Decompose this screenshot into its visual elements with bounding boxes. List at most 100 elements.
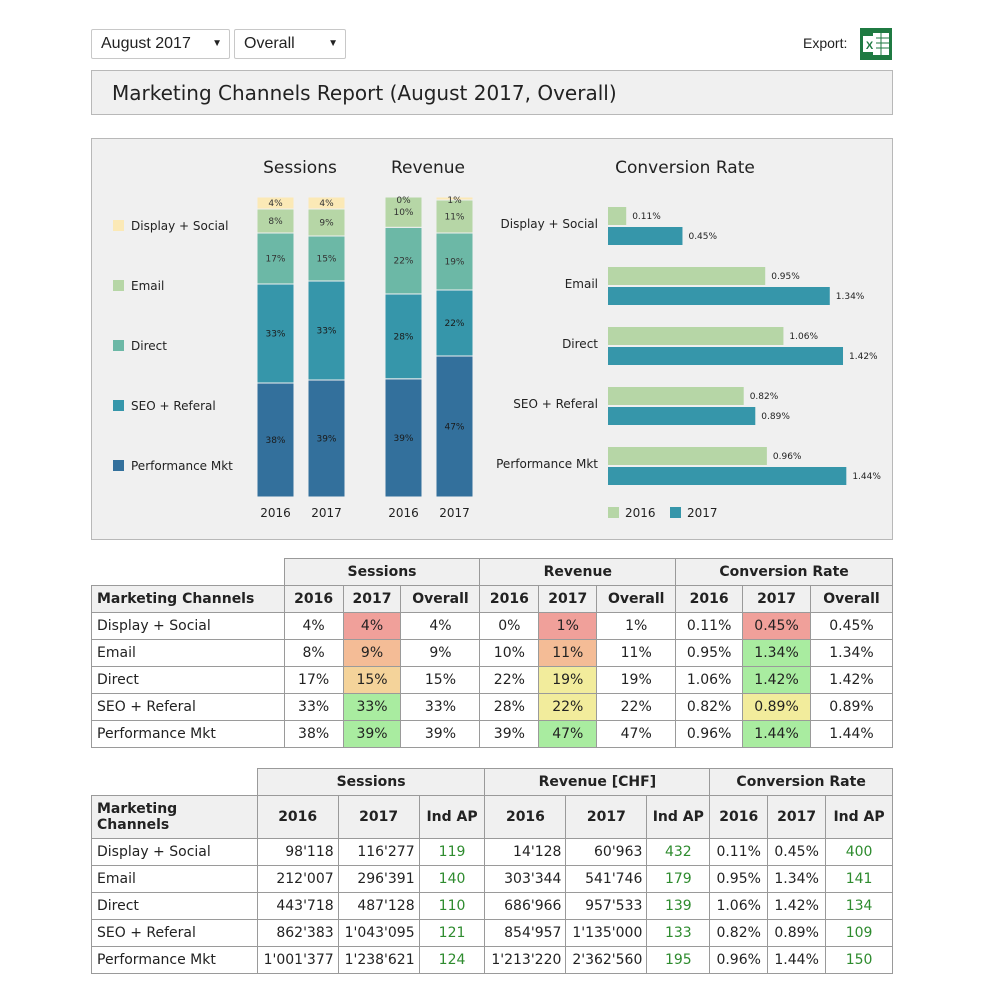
revenue-bar-segment (435, 355, 474, 498)
table-cell: Direct (91, 892, 258, 920)
column-header: 2017 (538, 585, 598, 613)
excel-export-icon[interactable]: X (860, 28, 892, 60)
table-cell: 0.89% (810, 693, 893, 721)
group-header-row: Sessions Revenue Conversion Rate (92, 558, 893, 586)
column-header: 2017 (742, 585, 811, 613)
column-header: 2016 (484, 795, 567, 839)
sessions-bar-segment (256, 382, 295, 498)
column-header: 2016 (283, 585, 344, 613)
report-header: Marketing Channels Report (August 2017, … (91, 70, 893, 115)
table-cell: 1% (538, 612, 598, 640)
table-cell: 1.42% (767, 892, 827, 920)
table-cell: Performance Mkt (91, 720, 285, 748)
table-cell: 0.89% (742, 693, 811, 721)
table-cell: 47% (538, 720, 598, 748)
legend-swatch (113, 340, 124, 351)
chart-panel: Display + Social Email Direct SEO + Referal… (91, 138, 893, 540)
sessions-data-label: 8% (268, 217, 283, 227)
legend-swatch (113, 220, 124, 231)
revenue-data-label: 0% (396, 196, 411, 206)
table-cell: 9% (400, 639, 481, 667)
table-cell: 4% (400, 612, 481, 640)
sessions-bar-segment (256, 283, 295, 384)
table-cell: 0.95% (709, 865, 769, 893)
absolute-table: Sessions Revenue [CHF] Conversion Rate Mark… (91, 768, 893, 974)
sessions-bar-segment (307, 196, 346, 210)
column-header: Overall (400, 585, 481, 613)
chevron-down-icon: ▼ (212, 38, 222, 49)
conversion-data-label: 0.45% (688, 232, 717, 242)
table-cell: 110 (418, 892, 486, 920)
column-header: Marketing Channels (91, 585, 285, 613)
column-header: Ind AP (418, 795, 486, 839)
table-cell: 0.89% (767, 919, 827, 947)
group-header: Sessions (256, 768, 486, 796)
revenue-bar-segment (384, 196, 423, 228)
conversion-category-label: Direct (562, 337, 598, 351)
table-cell: 33% (400, 693, 481, 721)
revenue-x-tick: 2016 (388, 506, 419, 520)
table-cell: 150 (825, 946, 893, 974)
table-cell: 15% (400, 666, 481, 694)
group-header: Revenue [CHF] (484, 768, 711, 796)
conversion-legend-label: 2017 (687, 506, 718, 520)
legend-swatch (113, 460, 124, 471)
column-header: 2016 (256, 795, 339, 839)
sessions-data-label: 33% (265, 330, 285, 340)
table-cell: 1.42% (742, 666, 811, 694)
table-cell: 140 (418, 865, 486, 893)
revenue-data-label: 22% (444, 319, 464, 329)
table-cell: 487'128 (337, 892, 420, 920)
conversion-bar (608, 387, 744, 405)
revenue-x-tick: 2017 (439, 506, 470, 520)
sessions-x-tick: 2016 (260, 506, 291, 520)
table-cell: 0.45% (742, 612, 811, 640)
table-cell: 121 (418, 919, 486, 947)
table-cell: 28% (479, 693, 540, 721)
blank-cell (92, 769, 258, 796)
export-label: Export: (803, 35, 848, 51)
legend-swatch (113, 400, 124, 411)
table-cell: 17% (283, 666, 344, 694)
table-cell: 22% (596, 693, 677, 721)
group-header: Conversion Rate (675, 558, 893, 586)
conversion-bar (608, 287, 830, 305)
table-cell: 1.06% (709, 892, 769, 920)
legend-label: SEO + Referal (131, 399, 216, 413)
conversion-data-label: 0.89% (761, 412, 790, 422)
table-cell: 33% (283, 693, 344, 721)
table-cell: 0.82% (675, 693, 744, 721)
table-cell: 11% (596, 639, 677, 667)
table-cell: 1'043'095 (337, 919, 420, 947)
table-cell: 1.44% (742, 720, 811, 748)
column-header: 2016 (675, 585, 744, 613)
revenue-bar-segment (435, 199, 474, 234)
conversion-data-label: 0.11% (632, 212, 661, 222)
chevron-down-icon: ▼ (328, 38, 338, 49)
month-select[interactable]: August 2017 ▼ (91, 29, 230, 59)
conversion-bar (608, 467, 847, 485)
revenue-data-label: 28% (393, 332, 413, 342)
column-header: 2016 (479, 585, 540, 613)
table-cell: 39% (400, 720, 481, 748)
column-header: Ind AP (825, 795, 893, 839)
conversion-bar (608, 267, 766, 285)
conversion-legend-swatch (608, 507, 619, 518)
conversion-bar (608, 347, 844, 365)
table-cell: 0.45% (810, 612, 893, 640)
table-cell: 0.95% (675, 639, 744, 667)
revenue-data-label: 39% (393, 434, 413, 444)
table-cell: 33% (342, 693, 402, 721)
table-cell: 541'746 (565, 865, 648, 893)
table-cell: 862'383 (256, 919, 339, 947)
table-cell: 47% (596, 720, 677, 748)
column-header-row: Marketing Channels 2016 2017 Ind AP 2016 2017 I… (91, 795, 893, 839)
sessions-data-label: 39% (316, 435, 336, 445)
conversion-bar (608, 207, 627, 225)
table-cell: 141 (825, 865, 893, 893)
table-cell: Performance Mkt (91, 946, 258, 974)
table-cell: Display + Social (91, 838, 258, 866)
table-cell: 0.96% (709, 946, 769, 974)
conversion-data-label: 0.95% (771, 272, 800, 282)
scope-select[interactable]: Overall ▼ (234, 29, 346, 59)
